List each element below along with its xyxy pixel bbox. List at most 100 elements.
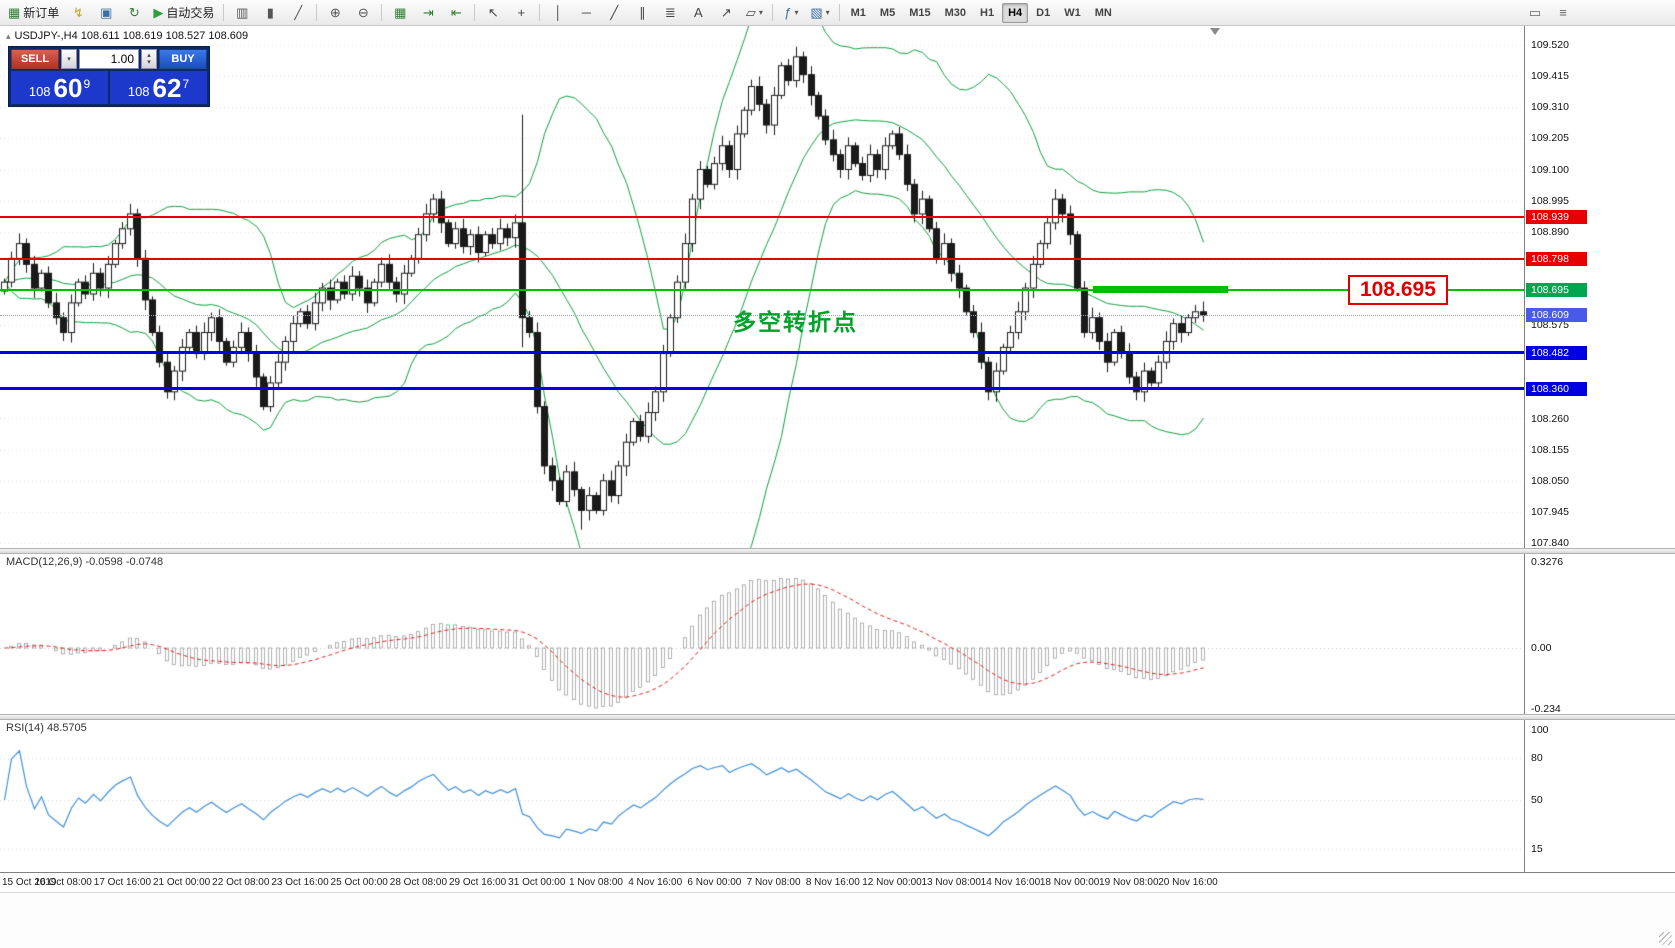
chevron-down-icon: ▾ — [825, 8, 830, 17]
timeframe-h1[interactable]: H1 — [980, 6, 995, 19]
price-badge-108.482: 108.482 — [1526, 345, 1587, 360]
sell-button[interactable]: SELL — [11, 49, 59, 69]
volume-stepper[interactable]: ▴ ▾ — [141, 49, 157, 69]
time-axis-label: 12 Nov 00:00 — [862, 877, 922, 888]
shapes-button[interactable]: ▱ ▾ — [741, 2, 767, 24]
timeframe-mn[interactable]: MN — [1094, 6, 1112, 19]
data-window-button[interactable]: ▭ — [1522, 2, 1548, 24]
crosshair-button[interactable]: + — [508, 2, 534, 24]
sell-price-pips: 60 — [53, 73, 83, 103]
price-badge-108.360: 108.360 — [1526, 381, 1587, 396]
price-chart-canvas[interactable] — [0, 26, 1524, 872]
rsi-axis-label: 80 — [1531, 752, 1543, 764]
tile-windows-button[interactable]: ▦ — [387, 2, 413, 24]
price-axis-label: 109.520 — [1531, 39, 1569, 51]
fibonacci-button[interactable]: ≣ — [657, 2, 683, 24]
horizontal-line-108.695[interactable] — [0, 288, 1524, 291]
text-label-icon: A — [693, 5, 703, 20]
time-axis-label: 25 Oct 00:00 — [330, 877, 388, 888]
horizontal-line-108.798[interactable] — [0, 258, 1524, 261]
quick-trade-icon: ↯ — [72, 5, 84, 20]
time-axis[interactable]: 15 Oct 2019 16 Oct 08:00 17 Oct 16:00 21 Oc… — [0, 872, 1675, 892]
chart-text-annotation[interactable]: 多空转折点 — [733, 309, 858, 335]
sell-price-display[interactable]: 108 60 9 — [11, 71, 108, 104]
chevron-down-icon: ▾ — [67, 55, 71, 63]
chart-shift-button[interactable]: ⇤ — [443, 2, 469, 24]
channel-button[interactable]: ∥ — [629, 2, 655, 24]
shapes-icon: ▱ — [745, 5, 756, 20]
price-badge-108.695: 108.695 — [1526, 282, 1587, 297]
vertical-line-button[interactable]: │ — [545, 2, 571, 24]
price-axis-label: 109.100 — [1531, 163, 1569, 176]
panel-separator[interactable] — [0, 714, 1675, 720]
panel-separator[interactable] — [0, 548, 1675, 554]
rsi-label: RSI(14) 48.5705 — [6, 722, 87, 734]
zoom-out-button[interactable]: ⊖ — [350, 2, 376, 24]
horizontal-line-button[interactable]: ─ — [573, 2, 599, 24]
refresh-button[interactable]: ↻ — [121, 2, 147, 24]
terminal-button[interactable]: ▣ — [93, 2, 119, 24]
price-axis-label: 109.415 — [1531, 70, 1569, 83]
timeframe-h4[interactable]: H4 — [1002, 2, 1029, 23]
resize-grip[interactable] — [1659, 932, 1672, 945]
rsi-axis-label: 50 — [1531, 794, 1543, 806]
cursor-button[interactable]: ↖ — [480, 2, 506, 24]
volume-input[interactable] — [79, 49, 139, 69]
quick-trade-button[interactable]: ↯ — [65, 2, 91, 24]
auto-trading-button[interactable]: ▶ 自动交易 — [149, 2, 218, 24]
sell-price-handle: 108 — [28, 83, 51, 99]
buy-price-handle: 108 — [127, 83, 150, 99]
templates-button[interactable]: ▧ ▾ — [806, 2, 833, 24]
price-badge-108.609: 108.609 — [1526, 308, 1587, 323]
horizontal-line-icon: ─ — [581, 5, 591, 20]
timeframe-m1[interactable]: M1 — [850, 6, 866, 19]
timeframe-w1[interactable]: W1 — [1064, 6, 1081, 19]
zoom-in-button[interactable]: ⊕ — [322, 2, 348, 24]
timeframe-m5[interactable]: M5 — [879, 6, 896, 19]
trade-panel-divider — [108, 71, 110, 104]
timeframe-m30[interactable]: M30 — [944, 6, 967, 19]
time-axis-label: 29 Oct 16:00 — [448, 877, 507, 888]
timeframe-d1[interactable]: D1 — [1036, 6, 1051, 19]
candlestick-chart-type-button[interactable]: ▮ — [257, 2, 283, 24]
arrows-icon: ↗ — [720, 5, 732, 20]
new-order-button[interactable]: ▦ 新订单 — [4, 2, 63, 24]
channel-icon: ∥ — [639, 5, 646, 20]
time-axis-label: 20 Nov 16:00 — [1158, 877, 1218, 888]
collapse-icon[interactable]: ▴ — [6, 31, 11, 41]
line-chart-type-button[interactable]: ╱ — [285, 2, 311, 24]
indicators-list-button[interactable]: ƒ ▾ — [778, 2, 804, 24]
price-axis-label: 108.890 — [1531, 225, 1569, 238]
bar-chart-type-button[interactable]: ▥ — [229, 2, 255, 24]
buy-price-display[interactable]: 108 62 7 — [110, 71, 207, 104]
text-label-button[interactable]: A — [685, 2, 711, 24]
price-axis-label: 107.840 — [1531, 537, 1569, 549]
auto-scroll-button[interactable]: ⇥ — [415, 2, 441, 24]
horizontal-line-108.939[interactable] — [0, 216, 1524, 219]
time-axis-label: 17 Oct 16:00 — [93, 877, 152, 888]
chevron-down-icon: ▾ — [758, 8, 763, 17]
horizontal-line-108.609[interactable] — [0, 314, 1524, 316]
rsi-axis-label: 15 — [1531, 843, 1543, 855]
chart-shift-marker[interactable] — [1210, 28, 1220, 35]
zoom-out-icon: ⊖ — [357, 5, 369, 20]
price-callout-label[interactable]: 108.695 — [1348, 275, 1448, 305]
macd-axis-label: 0.00 — [1531, 642, 1552, 654]
auto-trading-icon: ▶ — [153, 5, 164, 20]
cursor-icon: ↖ — [487, 5, 499, 20]
volume-dropdown-button[interactable]: ▾ — [61, 49, 77, 69]
horizontal-line-108.36[interactable] — [0, 387, 1524, 391]
market-watch-button[interactable]: ≡ — [1550, 2, 1576, 24]
price-axis-label: 109.205 — [1531, 132, 1569, 145]
trendline-button[interactable]: ╱ — [601, 2, 627, 24]
data-window-icon: ▭ — [1528, 5, 1542, 20]
buy-button[interactable]: BUY — [159, 49, 207, 69]
chart-window: ▴ USDJPY-,H4 108.611 108.619 108.527 108.… — [0, 26, 1675, 948]
arrows-button[interactable]: ↗ — [713, 2, 739, 24]
toolbar-right-group: ▭ ≡ — [1522, 2, 1576, 24]
timeframe-m15[interactable]: M15 — [909, 6, 931, 19]
support-zone-segment[interactable] — [1093, 286, 1228, 294]
horizontal-line-108.482[interactable] — [0, 351, 1524, 355]
macd-label: MACD(12,26,9) -0.0598 -0.0748 — [6, 556, 164, 568]
price-axis-label: 107.945 — [1531, 505, 1569, 518]
